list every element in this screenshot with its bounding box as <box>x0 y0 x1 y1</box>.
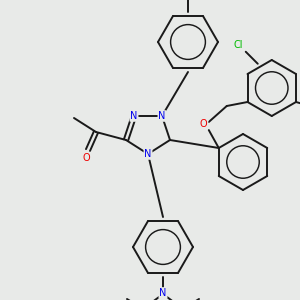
Text: N: N <box>159 288 167 298</box>
Text: N: N <box>144 149 152 159</box>
Text: O: O <box>82 153 90 163</box>
Text: Cl: Cl <box>233 40 242 50</box>
Text: N: N <box>130 111 138 121</box>
Text: N: N <box>158 111 166 121</box>
Text: O: O <box>200 119 208 129</box>
